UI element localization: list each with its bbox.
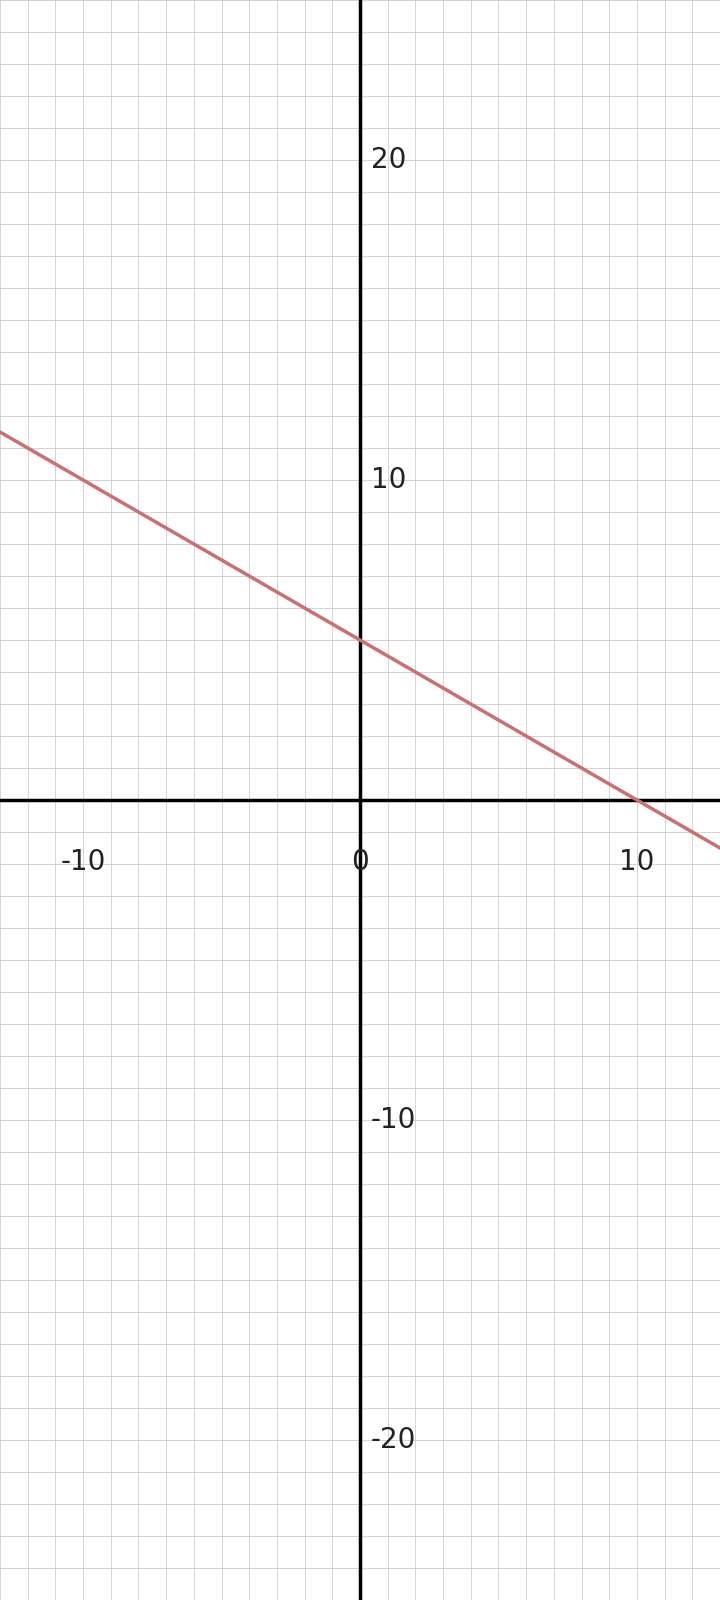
Text: 10: 10 — [619, 848, 654, 877]
Text: 20: 20 — [371, 146, 407, 174]
Text: -10: -10 — [60, 848, 106, 877]
Text: -10: -10 — [371, 1106, 416, 1134]
Text: 10: 10 — [371, 466, 407, 494]
Text: -20: -20 — [371, 1426, 416, 1454]
Text: 0: 0 — [351, 848, 369, 877]
